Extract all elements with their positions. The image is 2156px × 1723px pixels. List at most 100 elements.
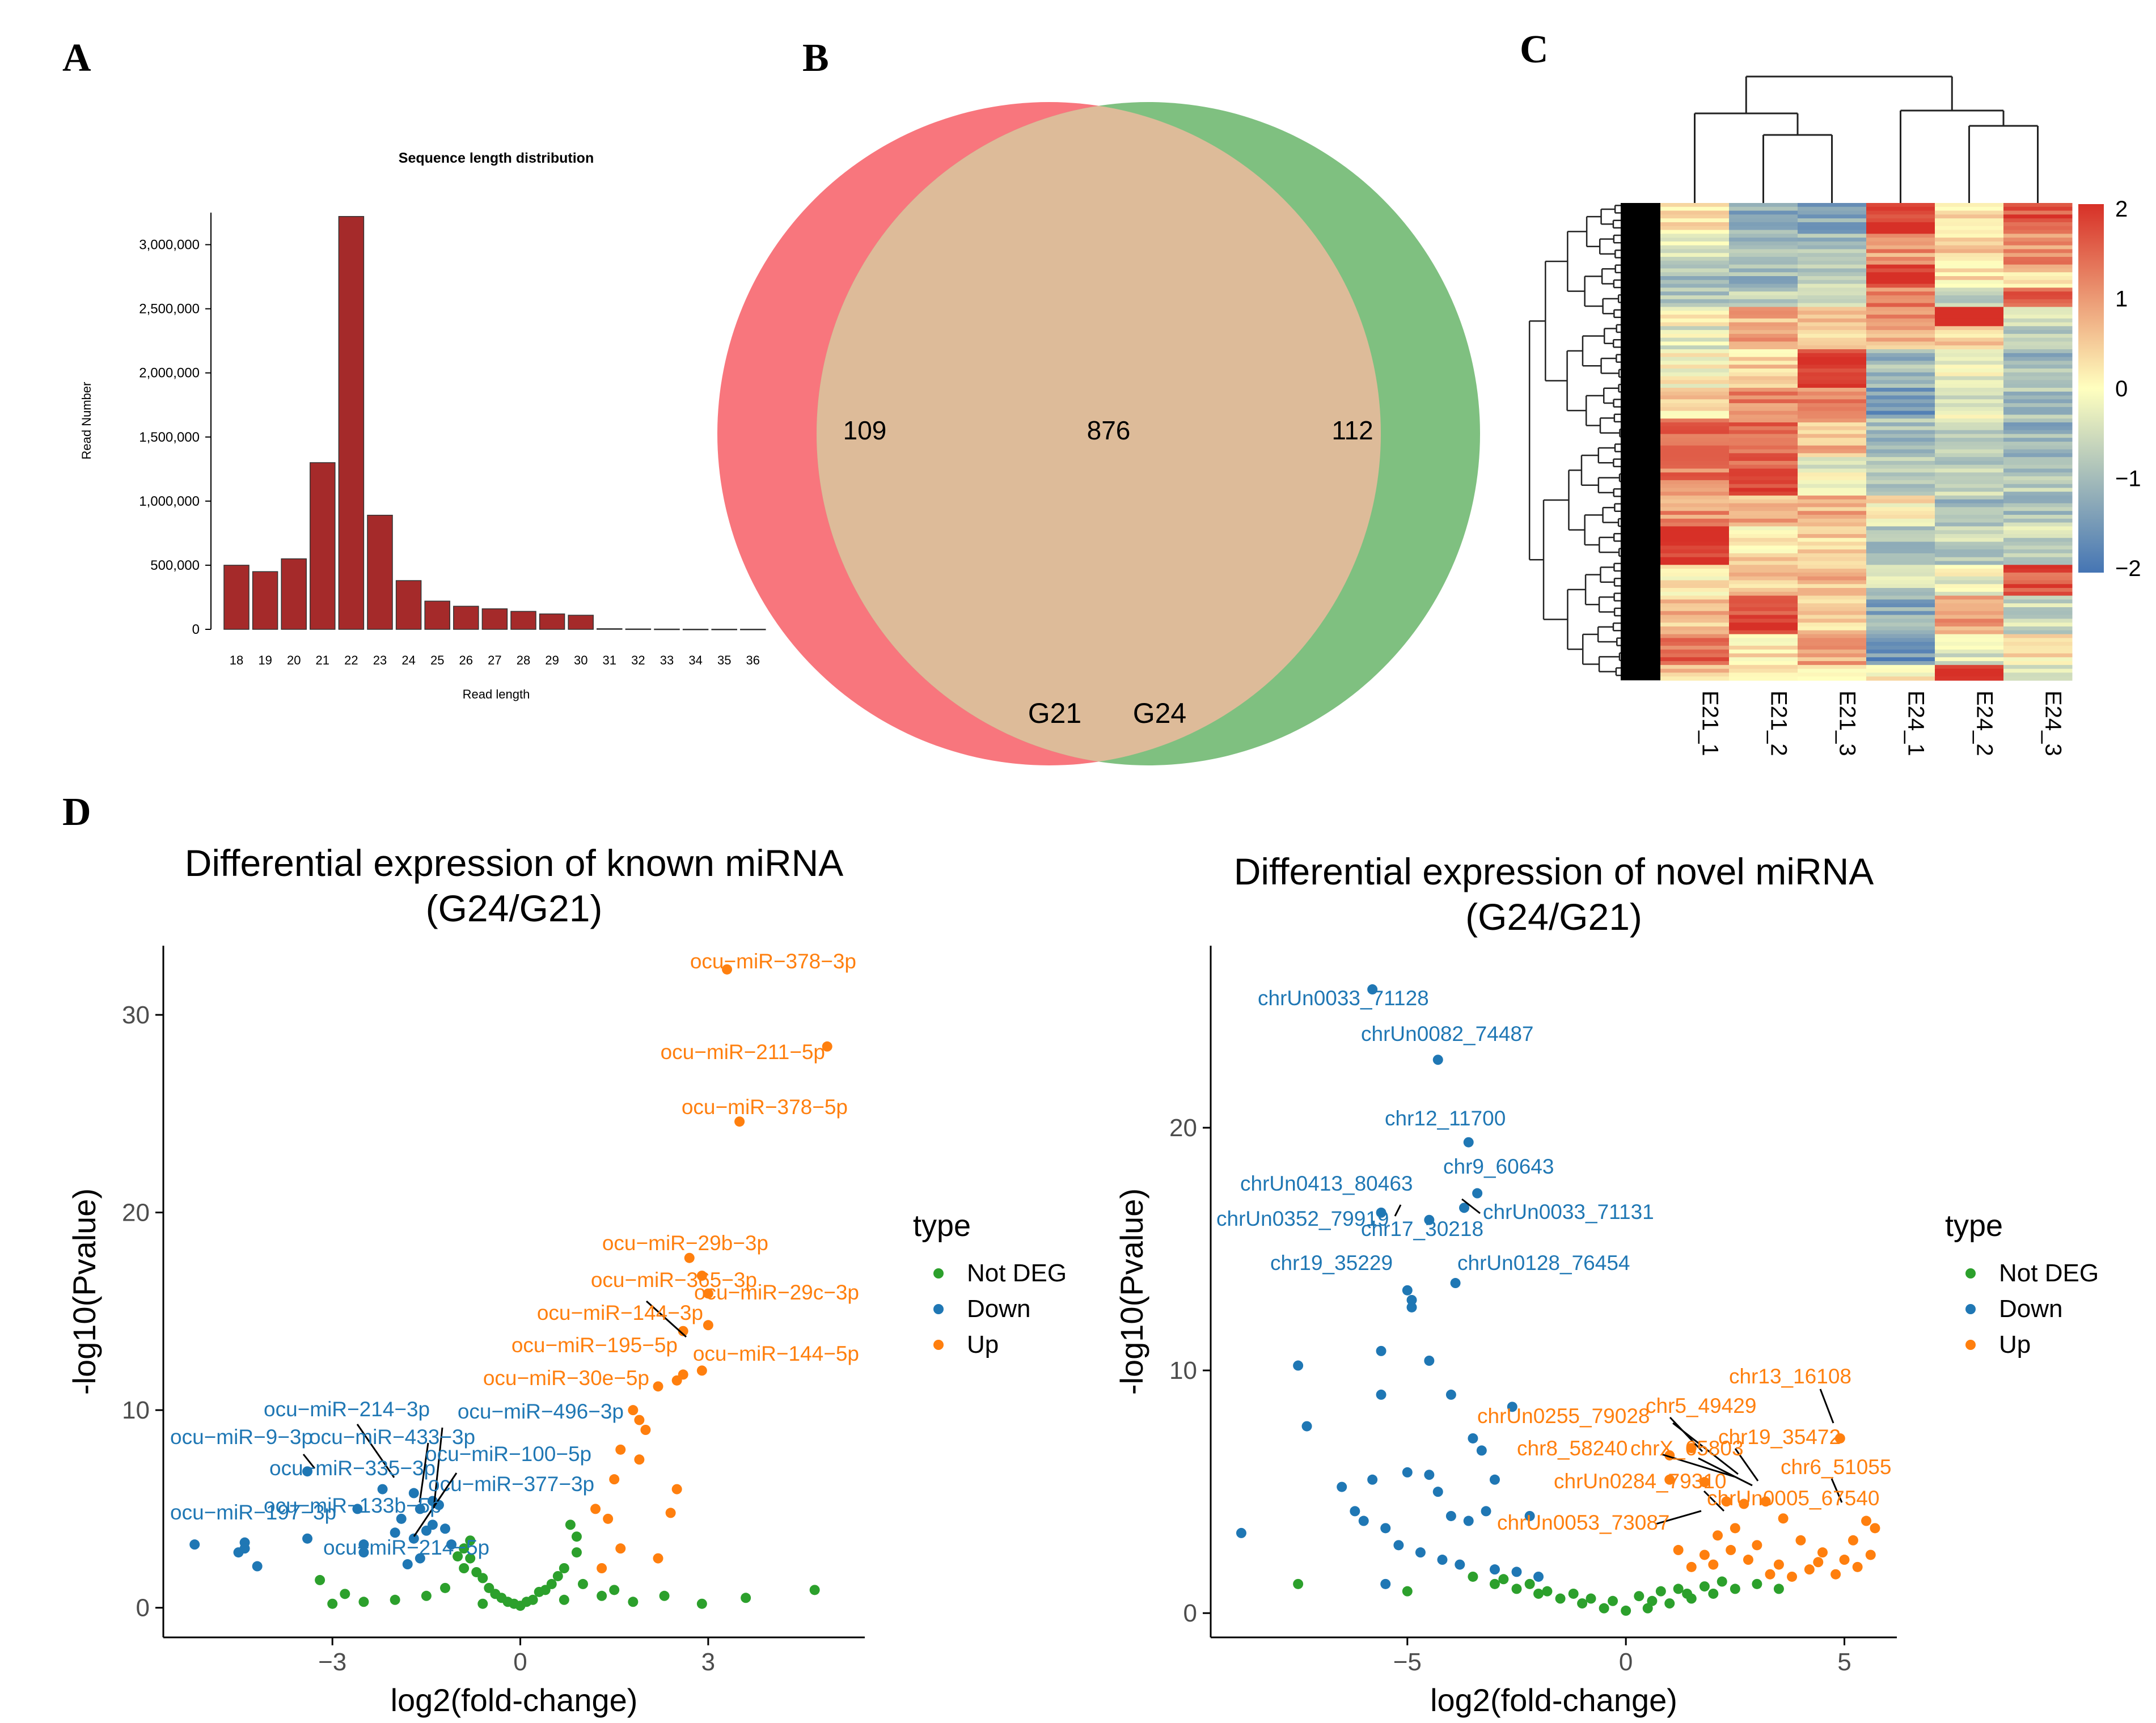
heatmap-cell [1660, 611, 1730, 616]
panel-d-volcano-known: Differential expression of known miRNA(G… [66, 842, 1067, 1718]
heatmap-cell [1660, 353, 1730, 358]
heatmap-cell [1660, 445, 1730, 450]
heatmap-cell [1866, 541, 1935, 546]
heatmap-cell [1729, 476, 1798, 481]
heatmap-cell [1660, 361, 1730, 365]
point-not-deg [502, 1597, 513, 1607]
point-not-deg [340, 1589, 350, 1599]
x-tick-label: 28 [517, 653, 530, 667]
heatmap-cell [1935, 276, 2004, 281]
panel-label-b: B [802, 36, 829, 80]
heatmap-cell [2003, 214, 2073, 219]
heatmap-cell [1935, 672, 2004, 677]
x-tick-label: 27 [488, 653, 501, 667]
chart-subtitle: (G24/G21) [426, 887, 603, 929]
bar [682, 629, 709, 630]
point-label: ocu−miR−377−3p [428, 1472, 594, 1496]
heatmap-cell [2003, 337, 2073, 342]
heatmap-cell [1798, 434, 1867, 438]
heatmap-cell [2003, 634, 2073, 638]
heatmap-cell [1729, 534, 1798, 539]
heatmap-cell [1729, 591, 1798, 596]
heatmap-cell [1729, 245, 1798, 250]
heatmap-cell [1866, 603, 1935, 608]
heatmap-cell [1729, 407, 1798, 412]
y-tick-label: 10 [1169, 1357, 1197, 1385]
heatmap-cell [1935, 341, 2004, 346]
point-down [1463, 1515, 1474, 1526]
color-scale-label: 2 [2115, 197, 2128, 222]
heatmap-cell [1798, 445, 1867, 450]
heatmap-cell [1660, 337, 1730, 342]
point-not-deg [1599, 1603, 1609, 1614]
heatmap-cell [1935, 307, 2004, 311]
heatmap-cell [1935, 257, 2004, 261]
point-down [1358, 1515, 1369, 1526]
point-label: ocu−miR−144−5p [693, 1342, 859, 1365]
point-down [189, 1539, 200, 1550]
point-label: chrUn0255_79028 [1477, 1404, 1650, 1428]
heatmap-cell [1866, 326, 1935, 331]
heatmap-cell [1866, 268, 1935, 273]
heatmap-cell [1729, 241, 1798, 246]
point-down [1380, 1523, 1391, 1534]
heatmap-cell [1729, 453, 1798, 458]
heatmap-cell [2003, 472, 2073, 477]
heatmap-cell [1798, 203, 1867, 208]
heatmap-cell [1798, 457, 1867, 462]
heatmap-cell [1660, 253, 1730, 257]
heatmap-cell [1866, 595, 1935, 600]
heatmap-cell [1866, 449, 1935, 454]
point-up [1699, 1477, 1710, 1488]
heatmap-cell [1660, 453, 1730, 458]
heatmap-cell [1866, 361, 1935, 365]
heatmap-cell [1660, 249, 1730, 253]
point-down [377, 1484, 388, 1495]
point-down [302, 1466, 313, 1477]
heatmap-cell [1729, 634, 1798, 638]
point-label: ocu−miR−30e−5p [483, 1366, 649, 1390]
heatmap-cell [1866, 464, 1935, 469]
heatmap-cell [1935, 311, 2004, 315]
heatmap-cell [1935, 449, 2004, 454]
heatmap-cell [1660, 588, 1730, 592]
heatmap-cell [1935, 507, 2004, 511]
heatmap-cell [1935, 537, 2004, 543]
heatmap-cell [1798, 526, 1867, 531]
point-down [1481, 1506, 1491, 1517]
point-not-deg [741, 1593, 751, 1603]
heatmap-cell [1660, 661, 1730, 666]
point-not-deg [358, 1597, 369, 1607]
heatmap-cell [2003, 391, 2073, 396]
heatmap-cell [2003, 534, 2073, 539]
point-up [615, 1543, 626, 1554]
heatmap-cell [1660, 672, 1730, 677]
heatmap-cell [1866, 418, 1935, 423]
heatmap-cell [1729, 287, 1798, 292]
heatmap-cell [2003, 303, 2073, 307]
heatmap-cell [2003, 403, 2073, 408]
heatmap-cell [1660, 623, 1730, 627]
heatmap-cell [2003, 291, 2073, 296]
heatmap-cell [1866, 253, 1935, 257]
heatmap-cell [1866, 557, 1935, 562]
heatmap-cell [1729, 460, 1798, 465]
heatmap-cell [1798, 214, 1867, 219]
heatmap-cell [1660, 376, 1730, 380]
point-up [603, 1513, 614, 1524]
heatmap-cell [1660, 287, 1730, 292]
bar [654, 628, 680, 630]
heatmap-cell [1866, 311, 1935, 315]
point-label: chrUn0005_67540 [1707, 1487, 1879, 1510]
heatmap-cell [1798, 599, 1867, 604]
y-axis-label: -log10(Pvalue) [1114, 1188, 1149, 1395]
heatmap-cell [1798, 322, 1867, 327]
label-leader [1698, 1457, 1753, 1487]
heatmap-cell [1866, 442, 1935, 446]
x-tick-label: 36 [746, 653, 760, 667]
heatmap-cell [1866, 280, 1935, 285]
heatmap-cell [1729, 210, 1798, 215]
point-not-deg [477, 1598, 488, 1609]
heatmap-cell [1935, 295, 2004, 300]
heatmap-cell [1866, 607, 1935, 612]
